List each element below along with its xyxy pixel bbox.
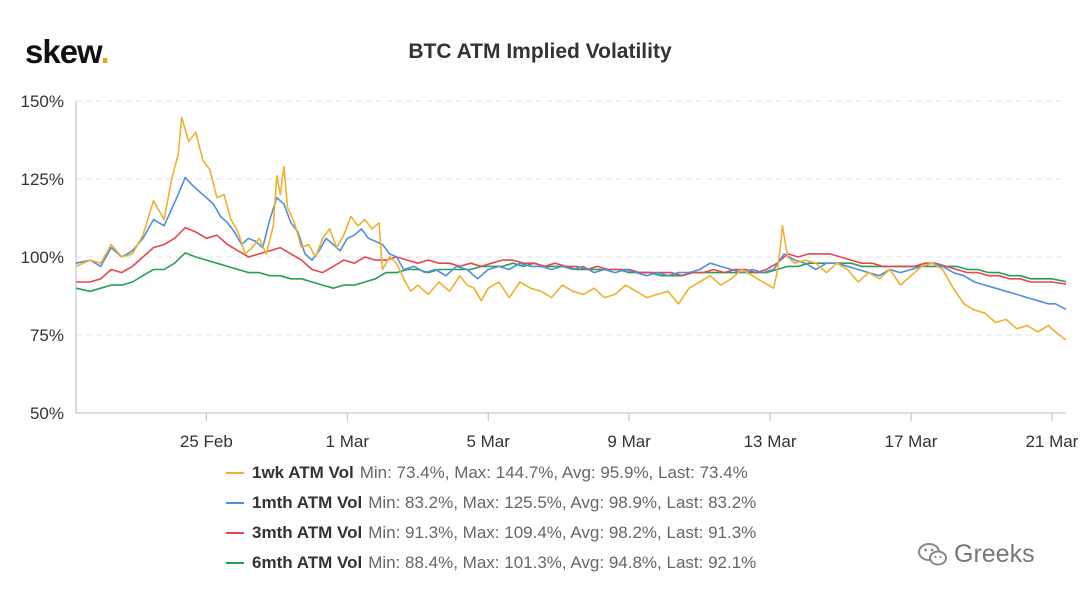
series-line-3mth-atm-vol bbox=[76, 226, 1067, 285]
watermark: Greeks bbox=[918, 540, 1035, 569]
logo-text: skew bbox=[25, 33, 102, 70]
legend-series-stats: Min: 91.3%, Max: 109.4%, Avg: 98.2%, Las… bbox=[368, 523, 757, 542]
logo-dot: . bbox=[100, 33, 110, 70]
legend-swatch bbox=[226, 562, 244, 564]
legend-item[interactable]: 3mth ATM Vol Min: 91.3%, Max: 109.4%, Avg… bbox=[226, 520, 756, 546]
legend-series-stats: Min: 88.4%, Max: 101.3%, Avg: 94.8%, Las… bbox=[368, 553, 757, 572]
x-tick-label: 9 Mar bbox=[607, 432, 651, 451]
y-tick-label: 50% bbox=[30, 404, 64, 423]
series-line-1wk-atm-vol bbox=[75, 116, 1067, 341]
y-tick-label: 125% bbox=[21, 170, 64, 189]
legend-series-name: 1mth ATM Vol bbox=[252, 493, 363, 512]
legend-series-stats: Min: 73.4%, Max: 144.7%, Avg: 95.9%, Las… bbox=[359, 463, 748, 482]
legend-item[interactable]: 1mth ATM Vol Min: 83.2%, Max: 125.5%, Avg… bbox=[226, 490, 756, 516]
y-tick-label: 150% bbox=[21, 92, 64, 111]
x-tick-label: 13 Mar bbox=[744, 432, 797, 451]
x-tick-label: 21 Mar bbox=[1025, 432, 1078, 451]
watermark-text: Greeks bbox=[954, 540, 1035, 568]
series-line-1mth-atm-vol bbox=[75, 176, 1067, 311]
x-tick-label: 5 Mar bbox=[466, 432, 510, 451]
skew-logo: skew. bbox=[25, 33, 110, 71]
y-tick-label: 75% bbox=[30, 326, 64, 345]
series-line-6mth-atm-vol bbox=[75, 252, 1067, 293]
legend-item[interactable]: 1wk ATM Vol Min: 73.4%, Max: 144.7%, Avg:… bbox=[226, 460, 748, 486]
grid bbox=[76, 100, 1066, 336]
axes bbox=[75, 101, 1066, 421]
legend-series-name: 1wk ATM Vol bbox=[252, 463, 354, 482]
series-lines bbox=[75, 116, 1067, 341]
y-tick-label: 100% bbox=[21, 248, 64, 267]
legend-item[interactable]: 6mth ATM Vol Min: 88.4%, Max: 101.3%, Avg… bbox=[226, 550, 756, 576]
legend-swatch bbox=[226, 532, 244, 534]
legend-series-name: 6mth ATM Vol bbox=[252, 553, 363, 572]
x-tick-label: 25 Feb bbox=[180, 432, 233, 451]
legend-swatch bbox=[226, 502, 244, 504]
legend-series-name: 3mth ATM Vol bbox=[252, 523, 363, 542]
legend-swatch bbox=[226, 472, 244, 474]
wechat-icon bbox=[918, 542, 947, 565]
legend-series-stats: Min: 83.2%, Max: 125.5%, Avg: 98.9%, Las… bbox=[368, 493, 757, 512]
chart-title: BTC ATM Implied Volatility bbox=[408, 40, 672, 63]
x-tick-label: 1 Mar bbox=[326, 432, 370, 451]
x-tick-labels: 25 Feb 1 Mar 5 Mar 9 Mar 13 Mar 17 Mar 21 Mar bbox=[180, 432, 1079, 451]
y-tick-labels: 150% 125% 100% 75% 50% bbox=[21, 92, 64, 423]
x-tick-label: 17 Mar bbox=[885, 432, 938, 451]
